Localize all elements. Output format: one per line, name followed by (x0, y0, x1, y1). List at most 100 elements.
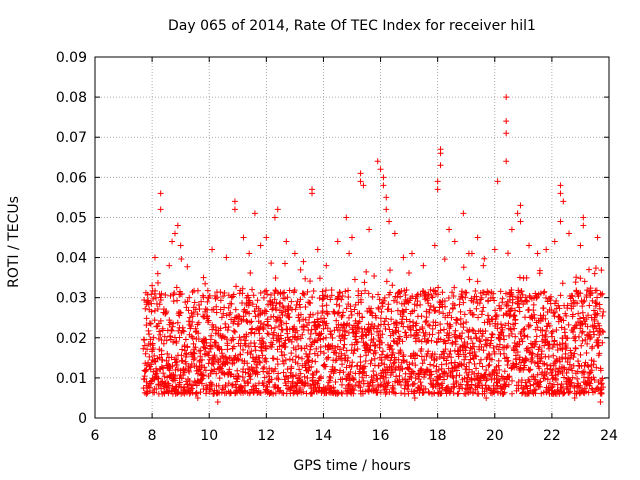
data-point (565, 376, 572, 383)
data-point (248, 318, 255, 325)
data-point (518, 288, 525, 295)
x-tick-label: 10 (200, 428, 218, 444)
data-point (573, 322, 580, 329)
data-point (375, 322, 382, 329)
data-point (527, 322, 534, 329)
data-point (235, 320, 242, 327)
data-point (569, 367, 576, 374)
data-point (508, 305, 515, 312)
data-point (565, 389, 572, 396)
data-point (242, 309, 249, 316)
data-point (268, 314, 275, 321)
data-point (328, 331, 335, 338)
data-point (282, 260, 288, 267)
data-point (577, 382, 584, 389)
data-point (310, 288, 317, 295)
data-point (198, 356, 205, 363)
data-point (387, 357, 394, 364)
data-point (323, 302, 330, 309)
data-point (241, 387, 248, 394)
data-point (463, 289, 470, 296)
data-point (221, 290, 228, 297)
data-point (147, 320, 154, 327)
data-point (570, 303, 577, 310)
data-point (429, 331, 436, 338)
data-point (222, 382, 229, 389)
data-point (552, 377, 559, 384)
data-point (451, 302, 458, 309)
data-point (156, 328, 163, 335)
data-point (375, 291, 382, 298)
data-point (307, 346, 314, 353)
data-point (469, 390, 476, 397)
data-point (421, 356, 428, 363)
data-point (556, 341, 563, 348)
data-point (352, 381, 359, 388)
data-point (268, 343, 275, 350)
data-point (205, 317, 212, 324)
data-point (212, 295, 219, 302)
data-point (357, 296, 364, 303)
data-point (454, 317, 461, 324)
data-point (146, 331, 153, 338)
y-tick-label: 0.02 (56, 331, 87, 347)
data-point (575, 333, 582, 340)
data-point (451, 364, 458, 371)
data-point (189, 335, 196, 342)
data-point (301, 373, 308, 380)
data-point (296, 301, 303, 308)
data-point (211, 353, 218, 360)
data-point (560, 364, 567, 371)
data-point (407, 331, 414, 338)
data-point (405, 390, 412, 397)
data-point (578, 342, 585, 349)
data-point (524, 333, 531, 340)
data-point (483, 377, 490, 384)
data-point (518, 377, 525, 384)
data-point (422, 385, 429, 392)
data-point (145, 301, 152, 308)
data-point (270, 313, 277, 320)
data-point (270, 368, 277, 375)
data-point (377, 328, 384, 335)
data-point (249, 301, 256, 308)
data-point (201, 344, 208, 351)
data-point (154, 323, 161, 330)
data-point (543, 246, 550, 253)
data-point (450, 292, 457, 299)
data-point (324, 293, 331, 300)
data-point (598, 390, 605, 397)
data-point (217, 297, 224, 304)
data-point (505, 381, 512, 388)
data-point (469, 340, 476, 347)
data-point (341, 352, 348, 359)
data-point (148, 380, 155, 387)
data-point (584, 340, 591, 347)
data-point (317, 373, 324, 380)
data-point (178, 352, 185, 359)
data-point (366, 346, 373, 353)
data-point (501, 350, 508, 357)
data-point (237, 342, 244, 349)
data-point (532, 341, 539, 348)
data-point (403, 316, 410, 323)
data-point (505, 302, 512, 309)
x-axis-label: GPS time / hours (293, 458, 410, 474)
data-point (236, 334, 243, 341)
data-point (251, 210, 258, 217)
data-point (430, 362, 437, 369)
data-point (286, 287, 293, 294)
data-point (252, 343, 259, 350)
data-point (225, 380, 232, 387)
data-point (265, 322, 272, 329)
data-point (480, 304, 487, 311)
data-point (560, 198, 567, 205)
data-point (563, 370, 570, 377)
data-point (223, 336, 230, 343)
data-point (376, 296, 383, 303)
data-point (333, 350, 340, 357)
data-point (511, 325, 518, 332)
data-point (185, 307, 192, 314)
data-point (414, 352, 421, 359)
data-point (320, 350, 327, 357)
